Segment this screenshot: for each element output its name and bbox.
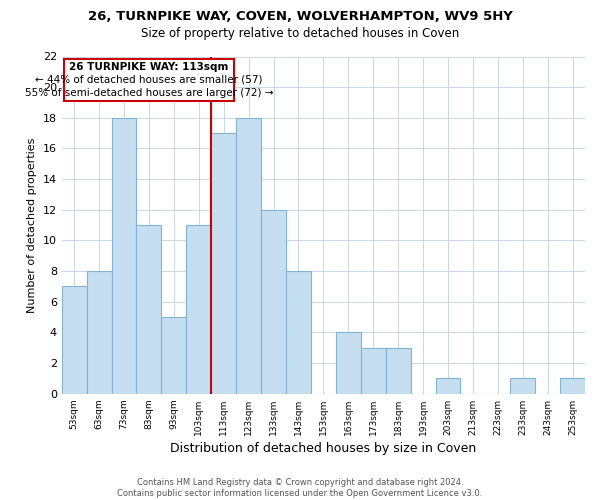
X-axis label: Distribution of detached houses by size in Coven: Distribution of detached houses by size … xyxy=(170,442,476,455)
Bar xyxy=(62,286,86,394)
Y-axis label: Number of detached properties: Number of detached properties xyxy=(27,138,37,313)
Bar xyxy=(560,378,585,394)
Bar xyxy=(386,348,410,394)
Bar xyxy=(286,271,311,394)
Bar xyxy=(211,133,236,394)
Text: 26 TURNPIKE WAY: 113sqm: 26 TURNPIKE WAY: 113sqm xyxy=(69,62,229,72)
Text: 26, TURNPIKE WAY, COVEN, WOLVERHAMPTON, WV9 5HY: 26, TURNPIKE WAY, COVEN, WOLVERHAMPTON, … xyxy=(88,10,512,23)
Bar xyxy=(86,271,112,394)
Bar xyxy=(161,317,187,394)
Text: 55% of semi-detached houses are larger (72) →: 55% of semi-detached houses are larger (… xyxy=(25,88,273,99)
Bar xyxy=(261,210,286,394)
Bar xyxy=(361,348,386,394)
Bar xyxy=(236,118,261,394)
Text: Size of property relative to detached houses in Coven: Size of property relative to detached ho… xyxy=(141,28,459,40)
Text: Contains HM Land Registry data © Crown copyright and database right 2024.
Contai: Contains HM Land Registry data © Crown c… xyxy=(118,478,482,498)
Text: ← 44% of detached houses are smaller (57): ← 44% of detached houses are smaller (57… xyxy=(35,75,263,85)
Bar xyxy=(510,378,535,394)
Bar xyxy=(336,332,361,394)
Bar xyxy=(436,378,460,394)
Bar xyxy=(136,225,161,394)
Bar xyxy=(187,225,211,394)
Bar xyxy=(112,118,136,394)
FancyBboxPatch shape xyxy=(64,59,233,101)
